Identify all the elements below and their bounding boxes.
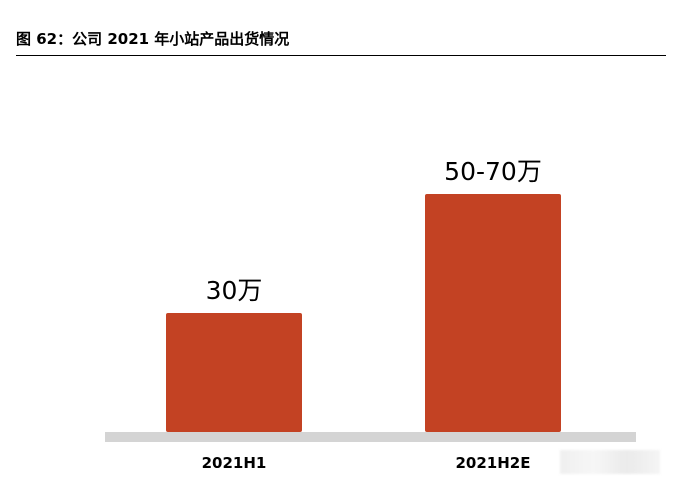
figure-title: 图 62：公司 2021 年小站产品出货情况 <box>16 30 290 48</box>
bar-2021h2e <box>425 194 561 432</box>
bar-2021h1 <box>166 313 302 432</box>
title-rule <box>16 55 666 56</box>
x-tick-label-2021h2e: 2021H2E <box>456 454 531 472</box>
data-label-2021h1: 30万 <box>206 276 263 305</box>
labels-group: 30万 2021H1 50-70万 2021H2E <box>202 157 542 472</box>
bars-group <box>166 194 561 432</box>
watermark-blur <box>560 450 660 474</box>
x-tick-label-2021h1: 2021H1 <box>202 454 267 472</box>
data-label-2021h2e: 50-70万 <box>444 157 542 186</box>
chart-baseline <box>105 432 636 442</box>
